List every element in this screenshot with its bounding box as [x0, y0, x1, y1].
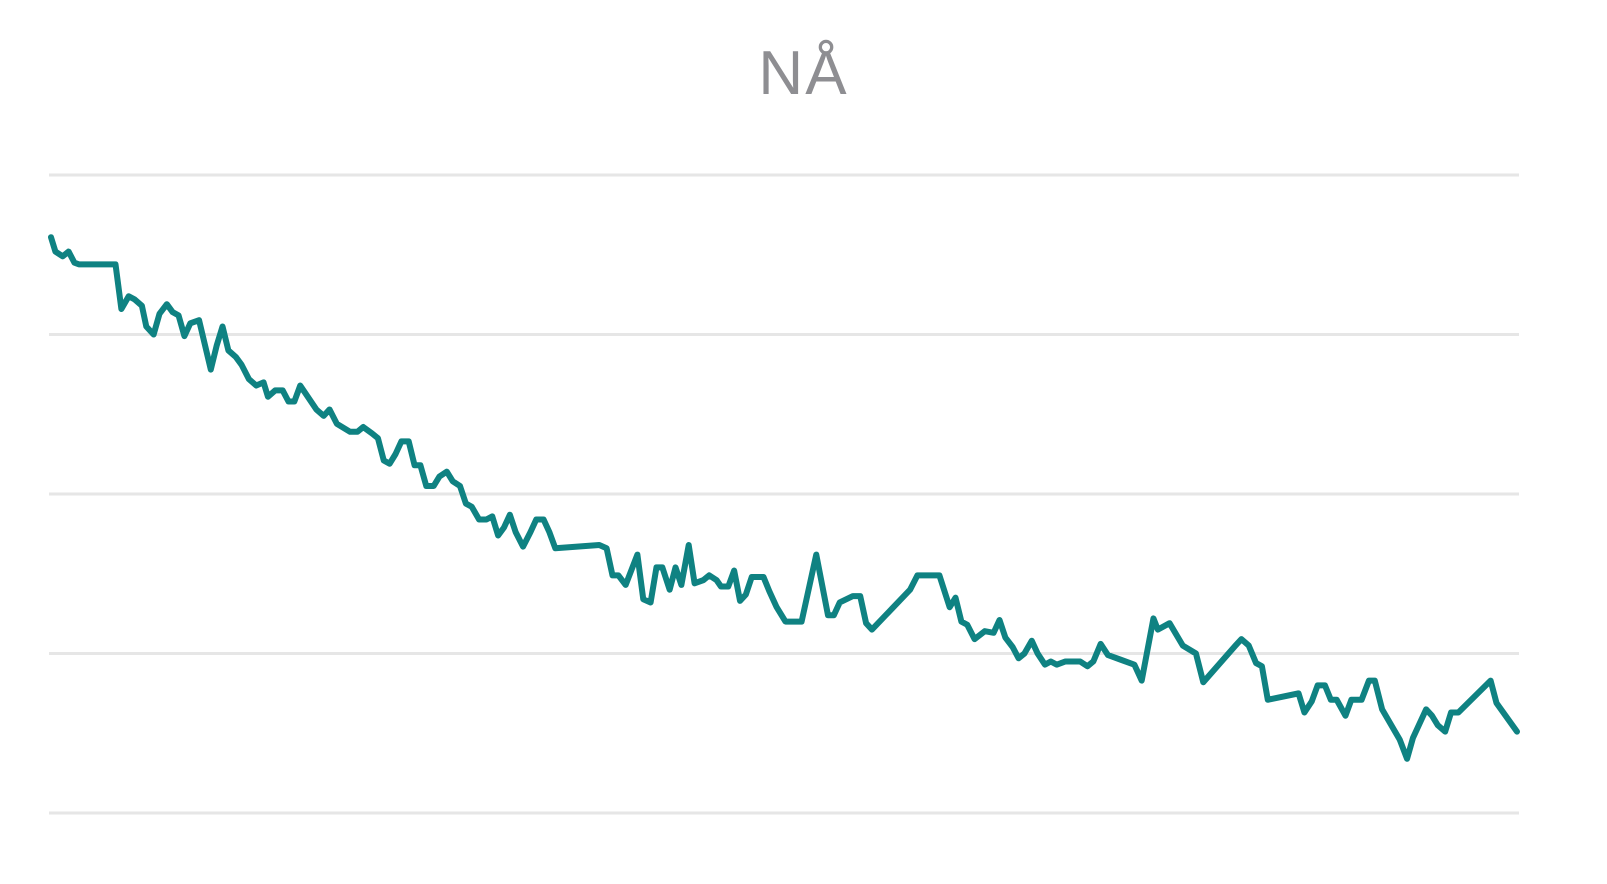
- series-line: [48, 234, 1520, 762]
- chart-title: NÅ: [758, 39, 849, 108]
- series-lines: [48, 234, 1520, 762]
- gridlines: [49, 173, 1519, 815]
